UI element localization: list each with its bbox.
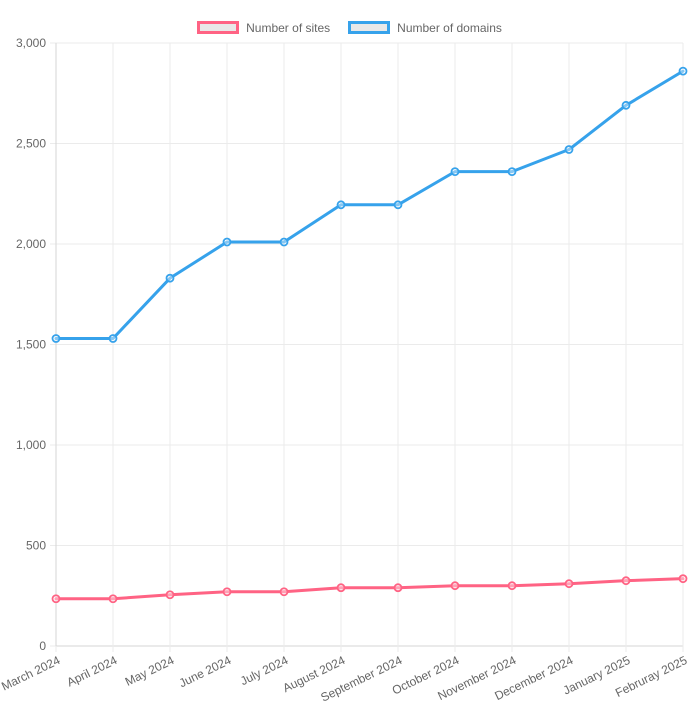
data-point-number-of-domains[interactable] — [621, 100, 631, 110]
data-point-number-of-domains[interactable] — [279, 237, 289, 247]
data-point-number-of-sites[interactable] — [450, 581, 460, 591]
y-axis-tick-label: 500 — [26, 539, 46, 553]
y-axis-tick-label: 2,500 — [16, 137, 46, 151]
legend-item-domains[interactable]: Number of domains — [348, 21, 502, 34]
legend-label-sites: Number of sites — [246, 20, 331, 35]
chart-legend: Number of sites Number of domains — [0, 21, 699, 34]
legend-label-domains: Number of domains — [397, 20, 502, 35]
data-point-number-of-domains[interactable] — [108, 334, 118, 343]
legend-swatch-domains — [348, 21, 391, 34]
data-point-number-of-domains[interactable] — [450, 167, 460, 177]
data-point-number-of-sites[interactable] — [621, 576, 631, 586]
x-axis-tick-label: March 2024 — [0, 653, 63, 694]
data-point-number-of-domains[interactable] — [336, 200, 346, 210]
x-axis-tick-label: April 2024 — [65, 653, 120, 689]
y-axis-tick-label: 3,000 — [16, 36, 46, 50]
data-point-number-of-sites[interactable] — [222, 587, 232, 597]
data-point-number-of-sites[interactable] — [279, 587, 289, 597]
data-point-number-of-sites[interactable] — [564, 579, 574, 589]
data-point-number-of-domains[interactable] — [507, 167, 517, 177]
x-axis-tick-label: May 2024 — [123, 653, 177, 689]
y-axis-tick-label: 0 — [39, 639, 46, 653]
data-point-number-of-domains[interactable] — [564, 145, 574, 154]
series-line-number-of-sites — [54, 577, 685, 601]
legend-item-sites[interactable]: Number of sites — [197, 21, 330, 34]
data-point-number-of-sites[interactable] — [678, 574, 688, 584]
y-axis-tick-label: 1,000 — [16, 438, 46, 452]
data-point-number-of-sites[interactable] — [108, 594, 118, 604]
data-point-number-of-sites[interactable] — [393, 583, 403, 593]
data-point-number-of-sites[interactable] — [51, 594, 61, 604]
y-axis-tick-label: 1,500 — [16, 338, 46, 352]
data-point-number-of-domains[interactable] — [678, 66, 688, 76]
data-point-number-of-sites[interactable] — [507, 581, 517, 591]
y-axis-tick-label: 2,000 — [16, 237, 46, 251]
data-point-number-of-domains[interactable] — [393, 200, 403, 210]
series-line-number-of-domains — [54, 69, 685, 340]
data-point-number-of-sites[interactable] — [165, 590, 175, 600]
data-point-number-of-domains[interactable] — [51, 334, 61, 343]
legend-swatch-sites — [197, 21, 240, 34]
x-axis-tick-label: June 2024 — [177, 653, 234, 690]
data-point-number-of-domains[interactable] — [222, 237, 232, 247]
data-point-number-of-sites[interactable] — [336, 583, 346, 593]
data-point-number-of-domains[interactable] — [165, 273, 175, 283]
